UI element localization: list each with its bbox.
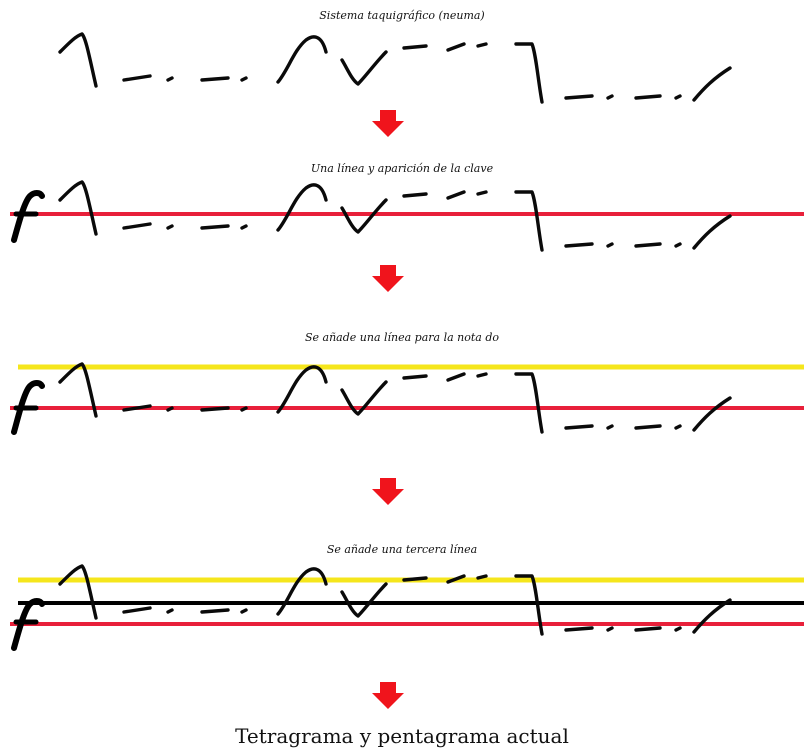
f-clef-icon — [11, 380, 45, 435]
stage-2-title: Una línea y aparición de la clave — [310, 162, 494, 175]
f-clef-icon — [11, 190, 45, 243]
f-clef-icon — [11, 598, 45, 651]
stage-1-neumes — [58, 32, 732, 104]
down-arrow-icon — [372, 265, 404, 292]
final-title: Tetragrama y pentagrama actual — [235, 724, 569, 748]
stage-3-neumes — [58, 362, 732, 434]
stage-1-title: Sistema taquigráfico (neuma) — [319, 9, 485, 22]
stage-3-title: Se añade una línea para la nota do — [304, 331, 500, 344]
down-arrow-icon — [372, 478, 404, 505]
stage-4-title: Se añade una tercera línea — [326, 543, 478, 556]
down-arrow-icon — [372, 682, 404, 709]
down-arrow-icon — [372, 110, 404, 137]
